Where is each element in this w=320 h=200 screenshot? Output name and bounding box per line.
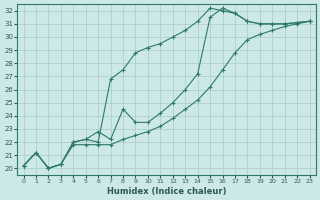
X-axis label: Humidex (Indice chaleur): Humidex (Indice chaleur) — [107, 187, 226, 196]
